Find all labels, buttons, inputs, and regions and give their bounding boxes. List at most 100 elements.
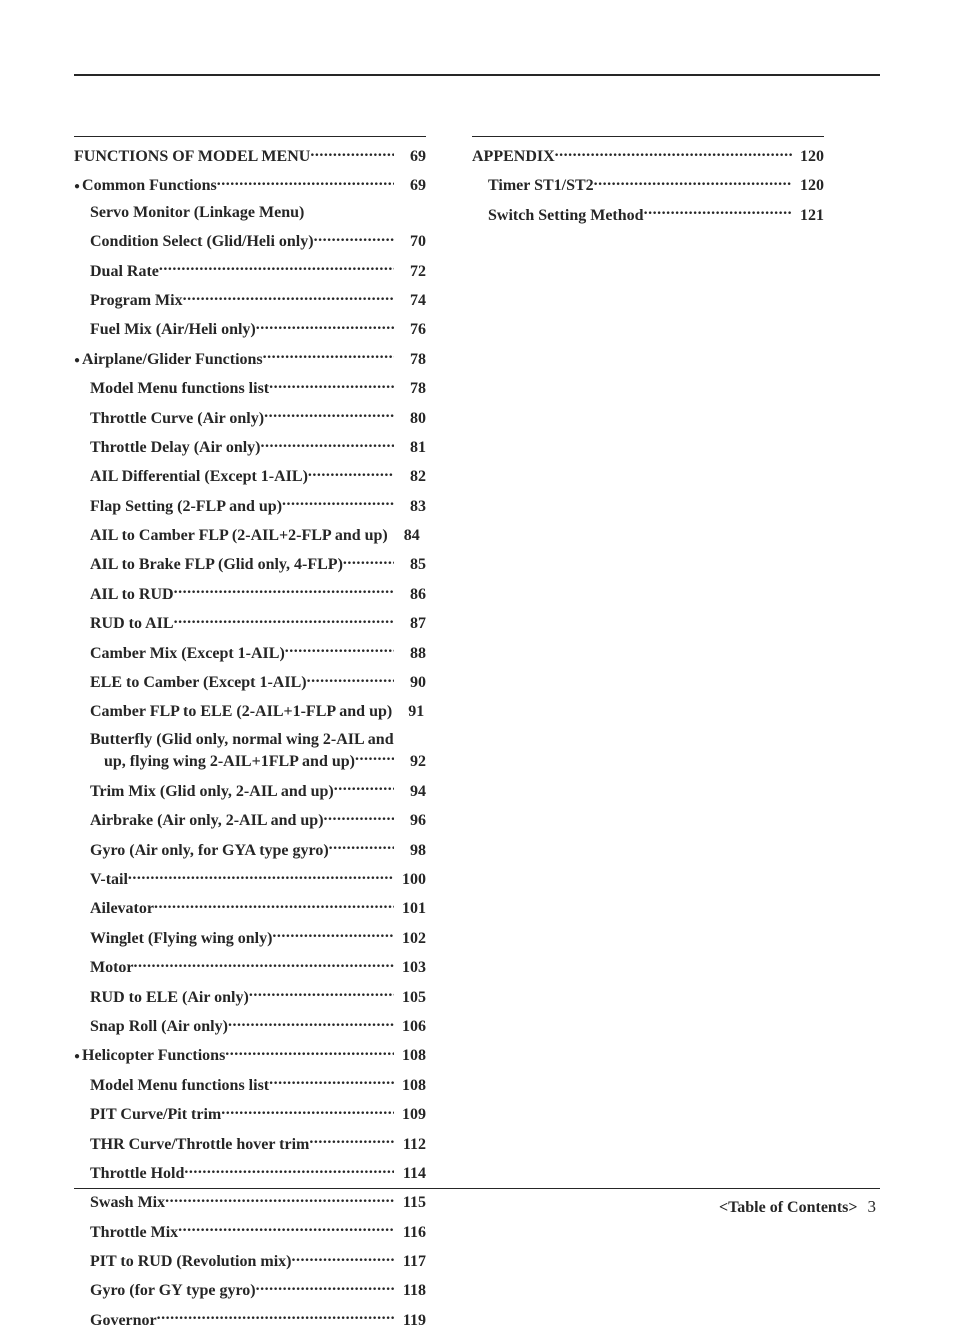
toc-leader (225, 1044, 394, 1060)
toc-leader (174, 583, 394, 599)
toc-leader (291, 1250, 394, 1266)
footer-label: <Table of Contents> (719, 1199, 858, 1216)
toc-row: Gyro (for GY type gyro)118 (74, 1279, 426, 1300)
toc-leader (269, 377, 394, 393)
toc-bullet-row: Helicopter Functions108 (74, 1044, 426, 1065)
toc-leader (184, 1162, 394, 1178)
toc-page: 76 (394, 321, 426, 339)
toc-page: 112 (394, 1136, 426, 1154)
toc-leader (282, 495, 394, 511)
toc-row: Condition Select (Glid/Heli only)70 (74, 230, 426, 251)
toc-page: 120 (792, 148, 824, 166)
toc-row: Throttle Curve (Air only)80 (74, 407, 426, 428)
toc-leader (310, 145, 394, 161)
toc-page: 118 (394, 1282, 426, 1300)
toc-label: AIL Differential (Except 1-AIL) (90, 468, 308, 486)
toc-page: 115 (394, 1194, 426, 1212)
toc-leader (154, 897, 394, 913)
toc-page: 108 (394, 1047, 426, 1065)
toc-label: Trim Mix (Glid only, 2-AIL and up) (90, 783, 334, 801)
toc-leader (355, 750, 394, 766)
toc-row: RUD to ELE (Air only)105 (74, 986, 426, 1007)
toc-row: Throttle Hold 114 (74, 1162, 426, 1183)
toc-leader (128, 868, 394, 884)
toc-row: Butterfly (Glid only, normal wing 2-AIL … (74, 730, 426, 772)
toc-page: 114 (394, 1165, 426, 1183)
right-divider (472, 136, 824, 137)
toc-row: Model Menu functions list78 (74, 377, 426, 398)
toc-leader (157, 1309, 394, 1325)
toc-row: AIL to Brake FLP (Glid only, 4-FLP) 85 (74, 553, 426, 574)
toc-leader (269, 1074, 394, 1090)
toc-label: Flap Setting (2-FLP and up) (90, 498, 282, 516)
toc-label: Gyro (Air only, for GYA type gyro) (90, 842, 329, 860)
left-column: FUNCTIONS OF MODEL MENU 69 Common Functi… (74, 136, 426, 1338)
toc-page: 92 (394, 752, 426, 772)
toc-label: THR Curve/Throttle hover trim (90, 1136, 309, 1154)
toc-label: Snap Roll (Air only) (90, 1018, 228, 1036)
toc-row: AIL Differential (Except 1-AIL) 82 (74, 465, 426, 486)
toc-row: Throttle Mix 116 (74, 1221, 426, 1242)
toc-row: Throttle Delay (Air only)81 (74, 436, 426, 457)
toc-label: AIL to Camber FLP (2-AIL+2-FLP and up) (90, 527, 388, 545)
toc-label: up, flying wing 2-AIL+1FLP and up) (104, 752, 355, 772)
toc-row: Camber Mix (Except 1-AIL) 88 (74, 642, 426, 663)
toc-label: Model Menu functions list (90, 380, 269, 398)
toc-leader (264, 407, 394, 423)
right-column: APPENDIX 120 Timer ST1/ST2120Switch Sett… (472, 136, 824, 1338)
toc-label: AIL to Brake FLP (Glid only, 4-FLP) (90, 556, 343, 574)
toc-row: Timer ST1/ST2120 (472, 174, 824, 195)
toc-leader (555, 145, 792, 161)
toc-label: AIL to RUD (90, 586, 174, 604)
toc-leader (285, 642, 394, 658)
toc-leader (343, 553, 394, 569)
toc-page: 88 (394, 645, 426, 663)
toc-page: 105 (394, 989, 426, 1007)
toc-label: Common Functions (82, 177, 217, 195)
toc-leader (334, 780, 394, 796)
toc-page: 86 (394, 586, 426, 604)
toc-row: Fuel Mix (Air/Heli only)76 (74, 318, 426, 339)
toc-page: 81 (394, 439, 426, 457)
toc-leader (272, 927, 394, 943)
toc-row: V-tail100 (74, 868, 426, 889)
toc-label: Motor (90, 959, 134, 977)
toc-label: Winglet (Flying wing only) (90, 930, 272, 948)
toc-page: 85 (394, 556, 426, 574)
toc-label: Camber Mix (Except 1-AIL) (90, 645, 285, 663)
toc-leader (329, 839, 394, 855)
bottom-rule (74, 1188, 880, 1189)
toc-leader (308, 465, 394, 481)
toc-page: 69 (394, 148, 426, 166)
toc-leader (307, 671, 394, 687)
toc-row: Program Mix74 (74, 289, 426, 310)
footer-page: 3 (862, 1197, 877, 1216)
toc-leader (183, 289, 394, 305)
toc-leader (644, 204, 792, 220)
left-body: Common Functions69Servo Monitor (Linkage… (74, 174, 426, 1330)
toc-page: 82 (394, 468, 426, 486)
toc-leader (249, 986, 394, 1002)
toc-page: 91 (392, 703, 424, 721)
toc-label: Throttle Hold (90, 1165, 184, 1183)
toc-leader (228, 1015, 394, 1031)
toc-row: Swash Mix115 (74, 1191, 426, 1212)
toc-page: 100 (394, 871, 426, 889)
toc-leader (174, 612, 394, 628)
toc-label: Butterfly (Glid only, normal wing 2-AIL … (90, 730, 426, 750)
toc-page: 83 (394, 498, 426, 516)
toc-page: 90 (394, 674, 426, 692)
toc-bullet-row: Common Functions69 (74, 174, 426, 195)
toc-label: Throttle Mix (90, 1224, 178, 1242)
toc-page: 119 (394, 1312, 426, 1330)
toc-row: Flap Setting (2-FLP and up) 83 (74, 495, 426, 516)
toc-row: Motor103 (74, 956, 426, 977)
right-body: Timer ST1/ST2120Switch Setting Method121 (472, 174, 824, 225)
toc-label: APPENDIX (472, 148, 555, 166)
toc-label: Program Mix (90, 292, 183, 310)
toc-page: 116 (394, 1224, 426, 1242)
toc-row: AIL to Camber FLP (2-AIL+2-FLP and up)84 (74, 524, 426, 545)
toc-leader (134, 956, 394, 972)
toc-label: PIT to RUD (Revolution mix) (90, 1253, 291, 1271)
toc-leader (314, 230, 394, 246)
